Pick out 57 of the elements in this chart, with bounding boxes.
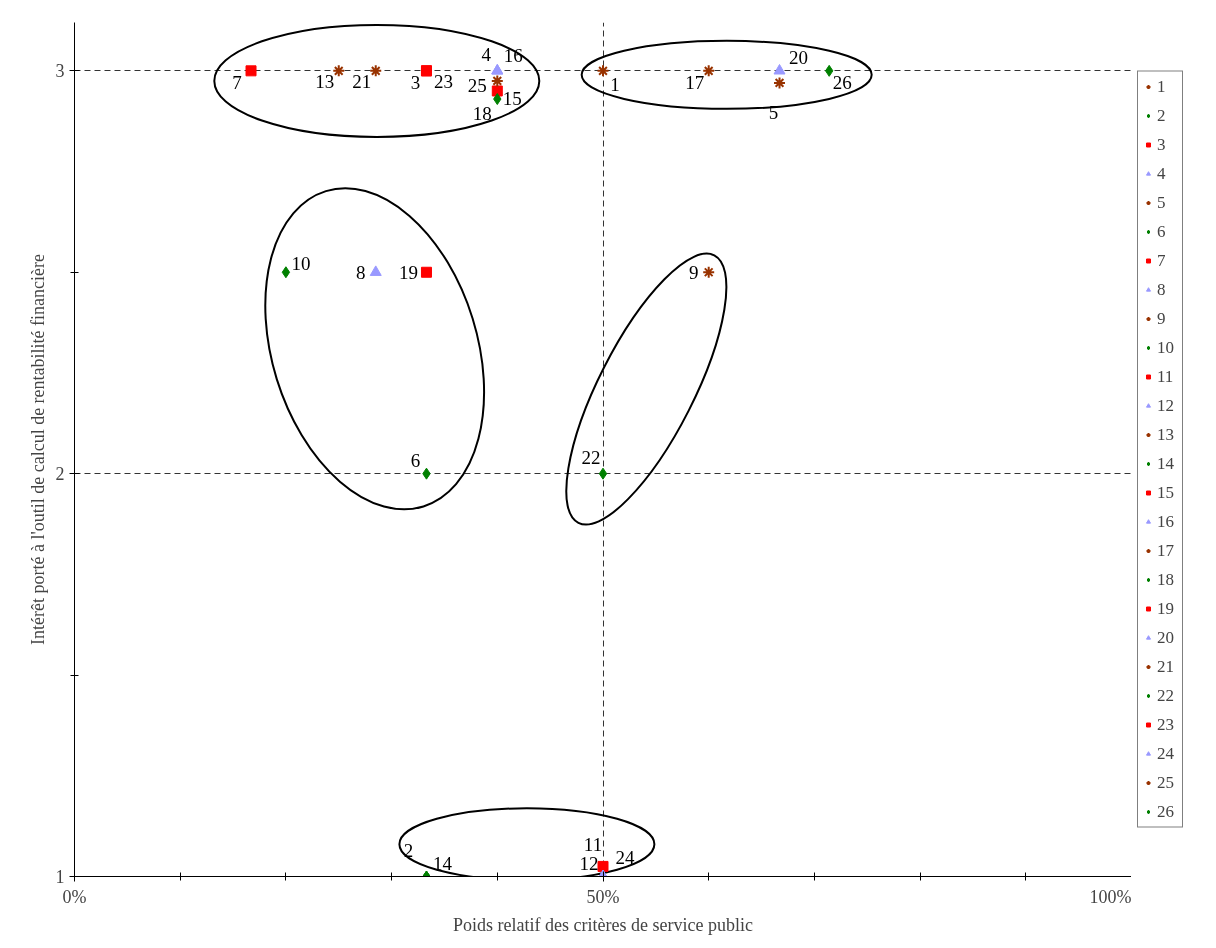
text: 8 [355,261,366,283]
legend-label: 24 [1157,743,1175,764]
legend-label: 18 [1157,569,1175,590]
legend-label: 6 [1157,221,1167,242]
text: 9 [688,261,699,283]
legend-label: 21 [1157,656,1175,677]
legend-label: 5 [1157,192,1167,213]
x-tick-label: 0% [62,886,87,907]
text: 24 [615,847,635,868]
legend-label: 9 [1157,308,1167,329]
legend-label: 11 [1157,366,1175,387]
text: 14 [432,853,452,874]
legend-label: 2 [1157,105,1167,126]
text: 13 [315,71,335,93]
legend-label: 17 [1157,540,1175,561]
legend-label: 16 [1157,511,1175,532]
text: 1 [610,74,620,96]
x-tick-label: 100% [1089,886,1132,907]
y-tick-label: 1 [55,867,65,887]
legend-label: 22 [1157,685,1175,706]
text: 25 [467,75,487,97]
legend-label: 3 [1157,134,1167,155]
text: 20 [789,47,809,69]
legend-label: 23 [1157,714,1175,735]
text: 7 [232,72,242,94]
text: 6 [410,450,421,472]
text: 15 [502,88,522,110]
y-tick-label: 2 [55,464,65,485]
legend-label: 4 [1157,163,1167,184]
legend-label: 20 [1157,627,1175,648]
text: 21 [352,71,372,93]
text: 4 [481,44,492,66]
text: 17 [685,72,705,94]
y-axis-title: Intérêt porté à l'outil de calcul de rentabilité financière [27,253,48,646]
legend-label: 12 [1157,395,1175,416]
legend-label: 10 [1157,337,1175,358]
legend-label: 25 [1157,772,1175,793]
text: 18 [472,102,492,124]
legend-label: 7 [1157,250,1167,271]
text: 3 [410,72,421,94]
y-tick-label: 3 [55,61,65,82]
legend-label: 19 [1157,598,1175,619]
text: 12 [579,853,599,874]
text: 26 [832,72,852,94]
legend-label: 14 [1157,453,1175,474]
text: 23 [433,71,453,93]
x-axis-title: Poids relatif des critères de service public [453,914,753,935]
text: 22 [581,447,601,469]
x-tick-label: 50% [586,886,620,907]
legend-label: 13 [1157,424,1175,445]
text: 10 [291,252,311,274]
text: 19 [398,261,418,283]
legend-label: 8 [1157,279,1167,300]
legend-label: 15 [1157,482,1175,503]
legend-label: 26 [1157,801,1175,822]
legend-label: 1 [1157,76,1167,97]
text: 11 [583,833,603,855]
